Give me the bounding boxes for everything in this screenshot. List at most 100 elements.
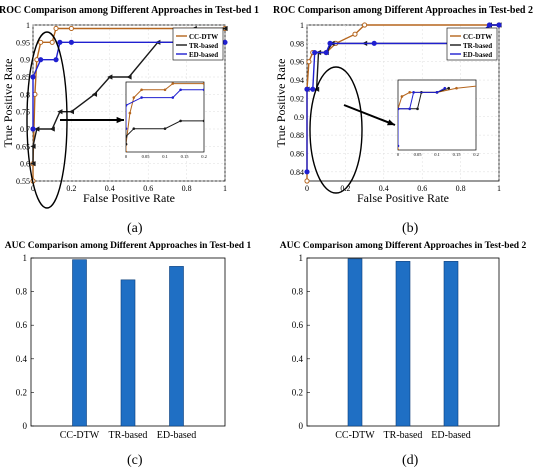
chart-a-main-point-TR-based xyxy=(49,126,55,132)
chart-b-main-point-ED-based xyxy=(304,169,310,175)
chart-a-inset-point-TR-based xyxy=(126,142,128,146)
chart-b-main-point-ED-based xyxy=(371,40,377,46)
chart-b-xtick-label: 1 xyxy=(497,184,501,193)
chart-b-inset-xtick-label: 0 xyxy=(397,152,400,157)
chart-b-ylabel: True Positive Rate xyxy=(274,59,288,148)
chart-a-title: ROC Comparison among Different Approache… xyxy=(0,5,259,16)
chart-d-ytick-label: 0 xyxy=(299,421,304,431)
chart-c-bar-ED-based xyxy=(169,266,184,427)
chart-c-ytick-label: 1 xyxy=(23,253,28,263)
chart-b-main-point-CC-DTW xyxy=(304,178,310,184)
chart-b-inset-point-CC-DTW xyxy=(408,91,412,94)
chart-b-inset-point-ED-based xyxy=(443,86,447,90)
chart-a-xtick-label: 0.8 xyxy=(182,184,192,193)
chart-d-bar-CC-DTW xyxy=(347,258,363,427)
chart-b-main-point-ED-based xyxy=(312,49,318,56)
chart-b-ytick-label: 1 xyxy=(300,21,304,30)
chart-a-inset-point-CC-DTW xyxy=(126,150,128,152)
chart-d-bar-ED-based xyxy=(443,261,459,427)
chart-b-main-point-ED-based xyxy=(310,86,316,92)
chart-b-inset-group xyxy=(398,85,476,150)
chart-b-xlabel: False Positive Rate xyxy=(357,191,449,205)
chart-a-inset-point-CC-DTW xyxy=(171,82,175,85)
chart-a-inset-point-CC-DTW xyxy=(140,88,143,92)
chart-b-zoom-arrowhead xyxy=(387,119,395,126)
chart-a-main-point-TR-based xyxy=(68,109,74,115)
chart-a-ytick-label: 0.75 xyxy=(16,108,30,117)
chart-a-inset-point-TR-based xyxy=(126,135,128,138)
chart-a-ytick-label: 0.95 xyxy=(16,38,30,47)
chart-d-ytick-label: 0.6 xyxy=(292,320,304,330)
chart-b-ytick-label: 0.84 xyxy=(290,168,304,177)
chart-b-main-point-ED-based xyxy=(304,86,310,92)
chart-c-title: AUC Comparison among Different Approache… xyxy=(5,241,252,251)
chart-a-main-point-ED-based xyxy=(53,57,59,63)
chart-d-ytick-label: 1 xyxy=(299,253,304,263)
chart-a-main-series-ED-based xyxy=(32,41,225,129)
chart-a-main-point-ED-based xyxy=(38,57,44,63)
chart-a-inset-point-ED-based xyxy=(126,127,128,130)
chart-a-inset-series-CC-DTW xyxy=(126,83,204,152)
chart-a-inset-point-CC-DTW xyxy=(128,111,132,115)
chart-a-inset-xtick-label: 0.2 xyxy=(201,154,207,159)
chart-a-inset-point-ED-based xyxy=(126,104,128,107)
chart-b-ytick-label: 0.98 xyxy=(290,39,304,48)
chart-a-main-point-TR-based xyxy=(91,91,98,97)
chart-a-inset-group xyxy=(126,82,204,152)
chart-a-inset-xtick-label: 0 xyxy=(125,154,128,159)
panel-label-c: (c) xyxy=(127,453,143,468)
chart-b-inset-area xyxy=(397,79,477,151)
chart-b-inset-point-ED-based xyxy=(408,107,412,111)
chart-b-ytick-label: 0.94 xyxy=(290,76,304,85)
chart-a-inset-point-CC-DTW xyxy=(202,82,204,85)
chart-a-inset-point-CC-DTW xyxy=(132,96,136,99)
chart-b-ytick-label: 0.9 xyxy=(294,113,304,122)
chart-d-ytick-label: 0.8 xyxy=(292,287,304,297)
chart-b-inset-point-ED-based xyxy=(435,91,439,94)
chart-a-main-point-TR-based xyxy=(222,25,228,32)
chart-c-ytick-label: 0 xyxy=(23,421,28,431)
chart-b-main-point-CC-DTW xyxy=(306,59,312,65)
chart-d-xtick-label: TR-based xyxy=(384,430,423,441)
chart-b-main-point-CC-DTW xyxy=(362,22,368,28)
chart-b-inset-series-ED-based xyxy=(398,87,446,146)
chart-d-title: AUC Comparison among Different Approache… xyxy=(280,241,527,251)
panel-label-b: (b) xyxy=(402,221,419,236)
chart-a-main-point-TR-based xyxy=(30,143,36,149)
chart-a-ytick-label: 0.9 xyxy=(20,56,30,65)
chart-a-xtick-label: 0.4 xyxy=(105,184,115,193)
chart-a-main-point-TR-based xyxy=(34,126,40,132)
chart-a-ytick-label: 0.85 xyxy=(16,73,30,82)
chart-a-xlabel: False Positive Rate xyxy=(83,191,175,205)
chart-b-inset-xtick-label: 0.2 xyxy=(473,152,479,157)
chart-a-xtick-label: 0.2 xyxy=(66,184,76,193)
chart-a-xtick-label: 1 xyxy=(223,184,227,193)
chart-d-xtick-label: CC-DTW xyxy=(335,430,375,441)
chart-a-inset-xtick-label: 0.1 xyxy=(162,154,168,159)
chart-b-title: ROC Comparison among Different Approache… xyxy=(273,5,533,16)
chart-a-inset-point-TR-based xyxy=(132,127,136,130)
chart-b-ytick-label: 0.86 xyxy=(290,149,304,158)
chart-c-xtick-label: ED-based xyxy=(157,430,196,441)
chart-b-inset-xtick-label: 0.15 xyxy=(453,152,462,157)
chart-b-legend-label: CC-DTW xyxy=(463,33,492,41)
chart-b-xtick-label: 0.8 xyxy=(456,184,466,193)
chart-a-inset-series-ED-based xyxy=(126,89,204,129)
chart-a-inset-point-TR-based xyxy=(179,119,182,123)
chart-a-ytick-label: 0.55 xyxy=(16,177,30,186)
chart-d-ytick-label: 0.4 xyxy=(292,354,304,364)
chart-a-inset-point-CC-DTW xyxy=(163,88,167,92)
chart-a-inset-point-ED-based xyxy=(179,88,182,92)
chart-b-xtick-label: 0.4 xyxy=(379,184,389,193)
chart-a-main-point-CC-DTW xyxy=(53,25,59,32)
chart-a-ytick-label: 0.7 xyxy=(20,125,30,134)
chart-b-xtick-label: 0.6 xyxy=(417,184,427,193)
chart-d-bar-TR-based xyxy=(395,261,411,427)
chart-a-ytick-label: 0.8 xyxy=(20,90,30,99)
chart-b-main-point-ED-based xyxy=(486,22,492,28)
chart-a-main-point-TR-based xyxy=(30,161,36,167)
chart-b-inset-xtick-label: 0.05 xyxy=(414,152,423,157)
chart-a-inset-point-ED-based xyxy=(140,96,143,99)
chart-a-main-point-CC-DTW xyxy=(68,25,74,32)
